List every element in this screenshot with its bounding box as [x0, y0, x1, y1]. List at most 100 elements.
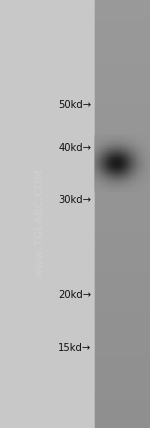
Bar [125, 140, 126, 141]
Bar [109, 182, 110, 183]
Bar [141, 179, 142, 180]
Bar [115, 139, 116, 140]
Bar [140, 181, 141, 182]
Bar [134, 161, 135, 162]
Bar [128, 139, 129, 140]
Bar [117, 146, 118, 147]
Bar [111, 181, 112, 182]
Bar [96, 188, 97, 189]
Bar [117, 179, 118, 180]
Bar [121, 186, 122, 187]
Bar [115, 153, 116, 154]
Bar [108, 143, 109, 144]
Bar [149, 190, 150, 191]
Bar [138, 147, 139, 148]
Bar [130, 184, 131, 185]
Bar [105, 138, 106, 139]
Bar [148, 160, 149, 161]
Bar [138, 151, 139, 152]
Bar [100, 165, 101, 166]
Bar [111, 138, 112, 139]
Bar [113, 159, 114, 160]
Bar [143, 156, 144, 157]
Bar [112, 166, 113, 167]
Bar [138, 174, 139, 175]
Bar [131, 176, 132, 177]
Bar [133, 189, 134, 190]
Bar [101, 135, 102, 136]
Bar [94, 384, 150, 386]
Bar [104, 185, 105, 186]
Bar [115, 171, 116, 172]
Bar [140, 161, 141, 162]
Bar [95, 152, 96, 153]
Bar [119, 136, 120, 137]
Bar [100, 160, 101, 161]
Bar [95, 175, 96, 176]
Bar [115, 175, 116, 176]
Bar [140, 140, 141, 141]
Bar [114, 180, 115, 181]
Bar [122, 144, 123, 145]
Bar [94, 221, 150, 223]
Bar [118, 172, 119, 173]
Bar [94, 377, 150, 379]
Bar [95, 176, 96, 177]
Bar [109, 175, 110, 176]
Bar [125, 143, 126, 144]
Bar [98, 160, 99, 161]
Bar [107, 156, 108, 157]
Bar [109, 138, 110, 139]
Bar [95, 166, 96, 167]
Bar [138, 184, 139, 185]
Bar [98, 150, 99, 151]
Bar [137, 180, 138, 181]
Bar [111, 143, 112, 144]
Bar [127, 173, 128, 174]
Bar [94, 1, 150, 3]
Bar [116, 147, 117, 148]
Bar [149, 159, 150, 160]
Bar [131, 186, 132, 187]
Bar [139, 145, 140, 146]
Bar [144, 160, 145, 161]
Bar [123, 185, 124, 186]
Bar [143, 171, 144, 172]
Bar [125, 189, 126, 190]
Bar [102, 180, 103, 181]
Bar [112, 169, 113, 170]
Bar [148, 149, 149, 150]
Bar [106, 162, 107, 163]
Bar [131, 147, 132, 148]
Bar [113, 161, 114, 162]
Bar [109, 141, 110, 142]
Bar [100, 175, 101, 176]
Bar [94, 194, 150, 196]
Bar [100, 190, 101, 191]
Bar [100, 135, 101, 136]
Bar [97, 142, 98, 143]
Bar [125, 166, 126, 167]
Bar [134, 140, 135, 141]
Bar [101, 149, 102, 150]
Bar [143, 167, 144, 168]
Bar [114, 168, 115, 169]
Bar [94, 363, 150, 364]
Bar [103, 166, 104, 167]
Bar [94, 357, 150, 359]
Bar [100, 167, 101, 168]
Bar [133, 183, 134, 184]
Bar [118, 163, 119, 164]
Bar [124, 185, 125, 186]
Bar [108, 184, 109, 185]
Bar [103, 145, 104, 146]
Bar [119, 163, 120, 164]
Bar [110, 176, 111, 177]
Bar [107, 171, 108, 172]
Bar [140, 164, 141, 165]
Bar [119, 179, 120, 180]
Bar [142, 190, 143, 191]
Bar [102, 150, 103, 151]
Bar [132, 179, 133, 180]
Bar [139, 177, 140, 178]
